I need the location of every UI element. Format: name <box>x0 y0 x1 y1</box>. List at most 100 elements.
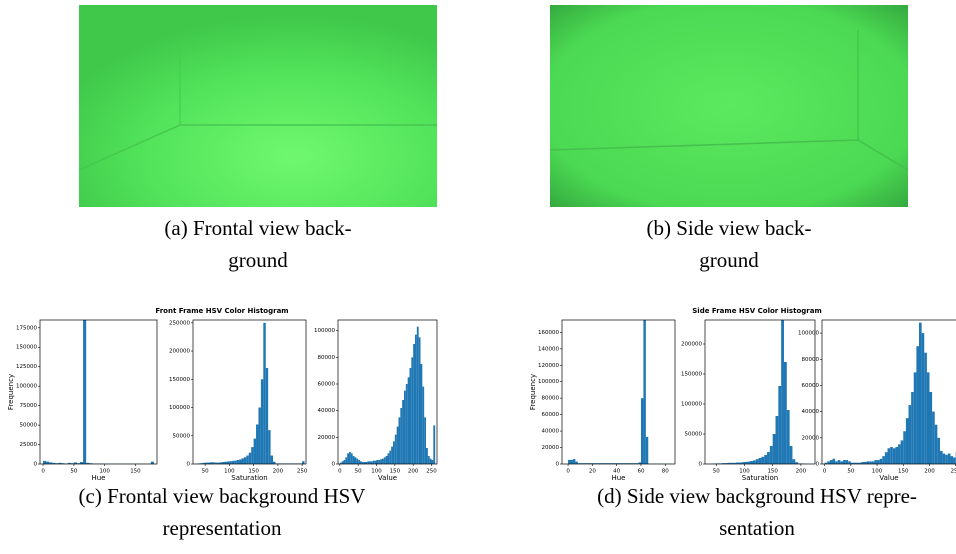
x-tick-label: 100 <box>99 469 110 475</box>
bar <box>594 463 598 464</box>
y-tick-label: 50000 <box>173 433 191 439</box>
bar <box>374 460 377 464</box>
bar <box>347 453 349 464</box>
x-tick-label: 40 <box>613 469 620 475</box>
x-tick-label: 250 <box>950 469 956 475</box>
frontal-image <box>78 5 437 207</box>
bar <box>582 463 586 464</box>
bar <box>874 460 878 464</box>
histogram-panel: 0 20 40 60 80 0 20000 40000 60000 80000 100000 1200… <box>529 319 676 482</box>
y-tick-label: 200000 <box>169 349 190 355</box>
bar <box>614 463 617 464</box>
y-tick-label: 80000 <box>542 396 560 402</box>
y-tick-label: 50000 <box>20 423 38 429</box>
y-tick-label: 160000 <box>538 330 559 336</box>
bar <box>829 460 833 464</box>
bar <box>921 333 925 464</box>
y-tick-label: 0 <box>34 462 38 468</box>
bar <box>80 462 84 464</box>
y-tick-label: 0 <box>699 462 703 468</box>
bar <box>827 461 830 464</box>
bar <box>83 320 87 464</box>
bar <box>919 322 922 464</box>
bar <box>636 463 639 464</box>
histogram-panel: 0 50 100 150 200 250 0 20000 40000 60000 80000 1000… <box>314 319 438 482</box>
bar <box>741 462 745 464</box>
axes-frame <box>337 319 438 465</box>
bar <box>724 463 728 464</box>
y-tick-label: 40000 <box>542 429 560 435</box>
bar <box>352 456 355 464</box>
bar <box>602 463 605 464</box>
bar <box>217 462 220 464</box>
x-tick-label: 200 <box>408 469 419 475</box>
bar <box>775 416 779 464</box>
histogram-panel: 50 100 150 200 0 50000 100000 150000 200000 Satur… <box>681 319 816 482</box>
bar <box>393 441 395 464</box>
bar <box>758 458 762 464</box>
x-tick-label: 50 <box>713 469 720 475</box>
x-tick-label: 250 <box>426 469 437 475</box>
bar <box>236 460 240 464</box>
caption-line: sentation <box>719 516 795 540</box>
x-tick-label: 50 <box>847 469 854 475</box>
x-tick-label: 20 <box>589 469 596 475</box>
bar <box>46 461 50 464</box>
bar <box>202 462 206 464</box>
bar <box>611 463 615 464</box>
y-tick-label: 75000 <box>20 403 38 409</box>
bar <box>409 368 412 464</box>
y-tick-label: 175000 <box>16 325 37 331</box>
y-tick-label: 0 <box>556 462 560 468</box>
bar <box>911 392 914 464</box>
bar <box>866 461 870 464</box>
bars <box>568 320 673 464</box>
bar <box>302 461 305 464</box>
bar <box>376 460 379 464</box>
y-tick-label: 150000 <box>681 372 702 378</box>
bar <box>416 326 419 464</box>
bar <box>761 456 765 464</box>
bar <box>908 405 912 464</box>
bar <box>616 463 620 464</box>
bar <box>752 460 756 464</box>
x-tick-label: 0 <box>338 469 342 475</box>
bar <box>212 462 215 464</box>
bars <box>195 322 305 464</box>
bar <box>606 463 610 464</box>
bar <box>265 368 269 464</box>
bar <box>887 448 891 464</box>
bar <box>932 411 935 464</box>
bar <box>349 452 351 464</box>
bar <box>623 463 627 464</box>
bar <box>845 460 849 464</box>
bar <box>341 461 344 464</box>
bar <box>76 463 81 464</box>
bar <box>52 462 56 464</box>
y-tick-label: 60000 <box>542 412 560 418</box>
bar <box>895 446 899 464</box>
y-tick-label: 100000 <box>681 402 702 408</box>
bar <box>415 334 417 464</box>
axes-frame <box>704 319 816 465</box>
bar <box>263 322 266 464</box>
bar <box>380 459 382 464</box>
y-tick-label: 60000 <box>318 382 336 388</box>
histogram-figure: Front Frame HSV Color Histogram 0 50 100 150… <box>7 307 438 482</box>
bar <box>882 456 885 464</box>
bars <box>824 322 956 464</box>
x-tick-label: 150 <box>898 469 909 475</box>
y-tick-label: 100000 <box>169 405 190 411</box>
bar <box>241 458 244 464</box>
bar <box>619 463 622 464</box>
bar <box>205 462 208 464</box>
bar <box>795 462 799 464</box>
bar <box>55 463 59 464</box>
bar <box>256 424 259 464</box>
y-tick-label: 60000 <box>802 383 820 389</box>
bar <box>840 461 843 464</box>
bar <box>239 459 242 464</box>
bar <box>253 438 257 464</box>
bar <box>371 461 373 464</box>
